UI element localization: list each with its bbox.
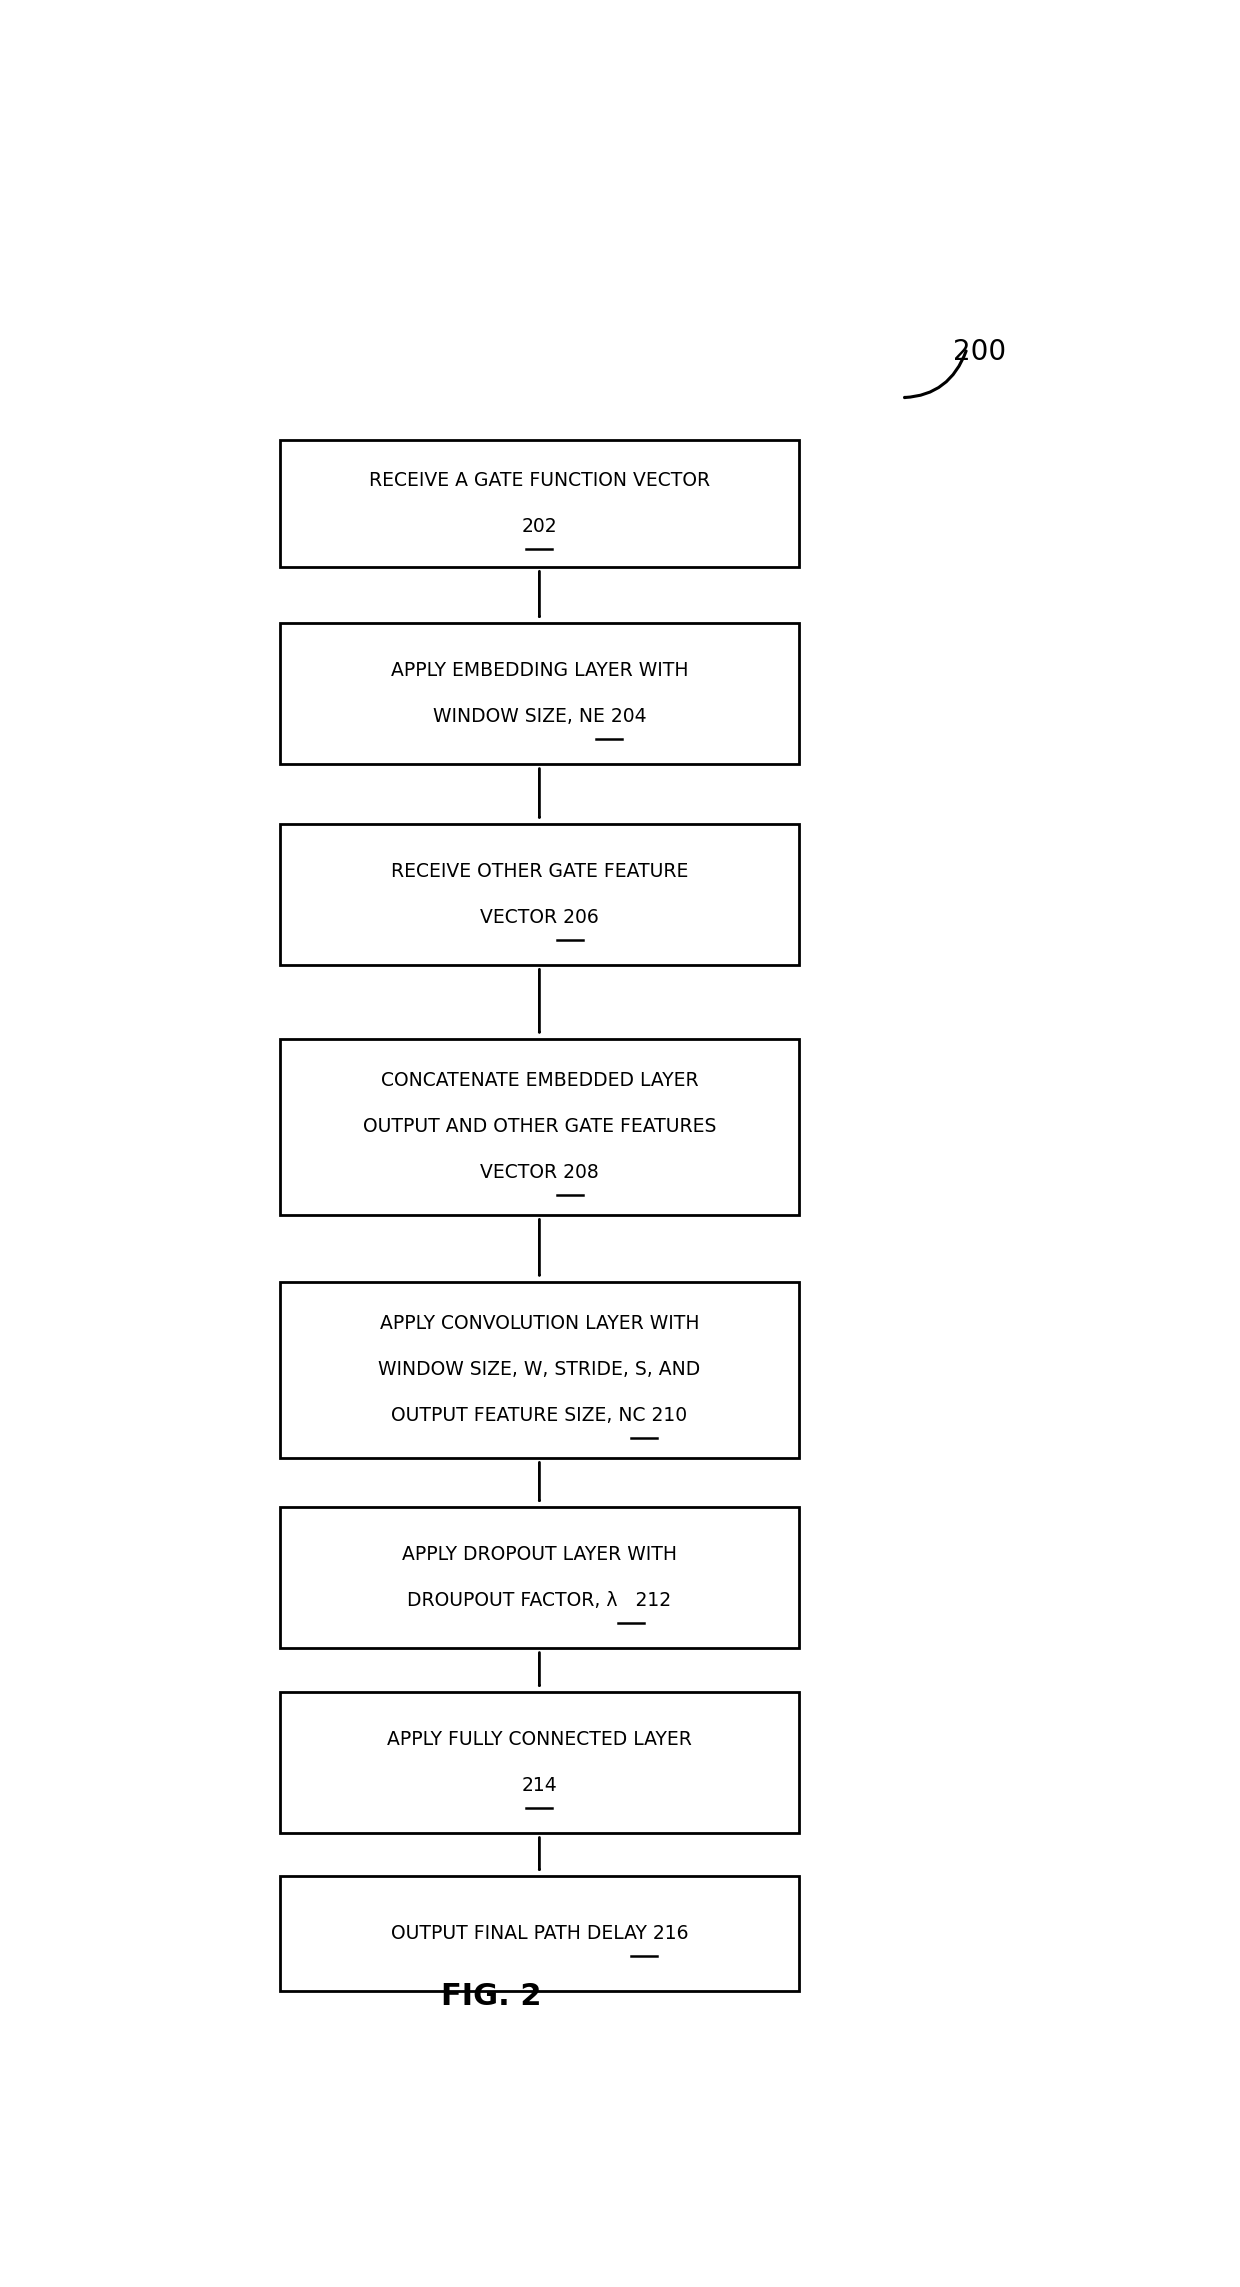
Bar [280,823,799,965]
Bar [280,1875,799,1990]
Text: RECEIVE A GATE FUNCTION VECTOR: RECEIVE A GATE FUNCTION VECTOR [368,471,711,489]
Text: APPLY FULLY CONNECTED LAYER: APPLY FULLY CONNECTED LAYER [387,1729,692,1750]
Text: OUTPUT FEATURE SIZE, NC 210: OUTPUT FEATURE SIZE, NC 210 [392,1407,687,1425]
Text: CONCATENATE EMBEDDED LAYER: CONCATENATE EMBEDDED LAYER [381,1073,698,1091]
Text: WINDOW SIZE, W, STRIDE, S, AND: WINDOW SIZE, W, STRIDE, S, AND [378,1361,701,1379]
Text: VECTOR 206: VECTOR 206 [480,908,599,926]
Bar [280,1038,799,1214]
Bar [280,1281,799,1457]
Text: DROUPOUT FACTOR, λ   212: DROUPOUT FACTOR, λ 212 [407,1592,672,1610]
Text: WINDOW SIZE, NE 204: WINDOW SIZE, NE 204 [433,707,646,725]
Text: 214: 214 [522,1777,557,1795]
Bar [280,439,799,567]
Text: FIG. 2: FIG. 2 [441,1983,542,2010]
Text: OUTPUT AND OTHER GATE FEATURES: OUTPUT AND OTHER GATE FEATURES [363,1118,715,1137]
Bar [280,1507,799,1649]
Text: VECTOR 208: VECTOR 208 [480,1164,599,1182]
Text: 200: 200 [952,338,1006,366]
Text: APPLY CONVOLUTION LAYER WITH: APPLY CONVOLUTION LAYER WITH [379,1315,699,1333]
Text: RECEIVE OTHER GATE FEATURE: RECEIVE OTHER GATE FEATURE [391,862,688,880]
Text: APPLY EMBEDDING LAYER WITH: APPLY EMBEDDING LAYER WITH [391,661,688,679]
Text: 202: 202 [522,517,557,535]
Bar [280,622,799,764]
Text: OUTPUT FINAL PATH DELAY 216: OUTPUT FINAL PATH DELAY 216 [391,1923,688,1942]
Text: APPLY DROPOUT LAYER WITH: APPLY DROPOUT LAYER WITH [402,1546,677,1564]
Bar [280,1692,799,1832]
